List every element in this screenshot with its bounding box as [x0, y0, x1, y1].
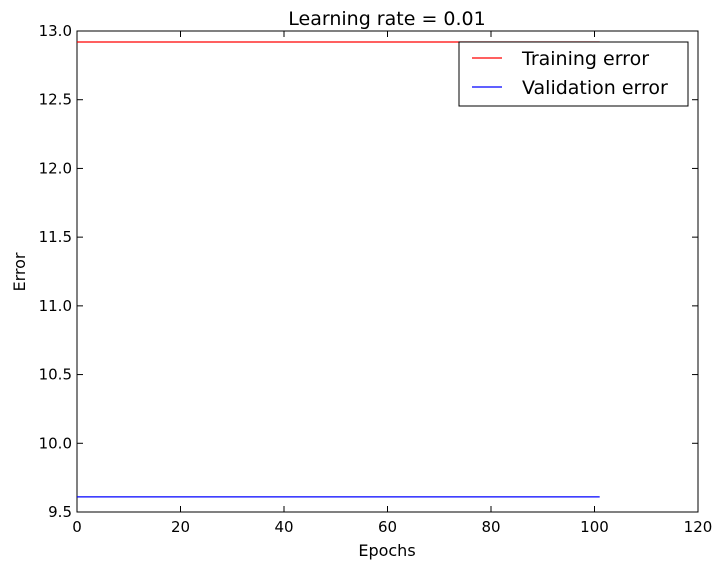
legend: Training error Validation error — [458, 41, 689, 107]
y-axis-label: Error — [10, 252, 29, 291]
x-tick-label: 60 — [378, 518, 397, 536]
y-tick-label: 11.5 — [39, 228, 72, 246]
y-tick-label: 13.0 — [39, 22, 72, 40]
y-tick-label: 12.5 — [39, 91, 72, 109]
x-tick-label: 0 — [72, 518, 82, 536]
x-tick-label: 80 — [481, 518, 500, 536]
x-axis-ticks: 0 20 40 60 80 100 120 — [72, 31, 712, 536]
y-tick-label: 10.5 — [39, 366, 72, 384]
plot-area — [76, 30, 699, 513]
y-axis-ticks: 9.5 10.0 10.5 11.0 11.5 12.0 12.5 13.0 — [39, 22, 698, 521]
legend-box — [458, 41, 689, 107]
x-tick-label: 40 — [274, 518, 293, 536]
x-tick-label: 120 — [684, 518, 713, 536]
legend-label-training-error: Training error — [521, 48, 649, 70]
x-tick-label: 100 — [580, 518, 609, 536]
legend-label-validation-error: Validation error — [522, 77, 668, 99]
chart-title: Learning rate = 0.01 — [288, 8, 485, 30]
y-tick-label: 12.0 — [39, 159, 72, 177]
y-tick-label: 11.0 — [39, 297, 72, 315]
y-tick-label: 9.5 — [48, 503, 72, 521]
x-tick-label: 20 — [171, 518, 190, 536]
x-axis-label: Epochs — [358, 541, 415, 560]
y-tick-label: 10.0 — [39, 434, 72, 452]
